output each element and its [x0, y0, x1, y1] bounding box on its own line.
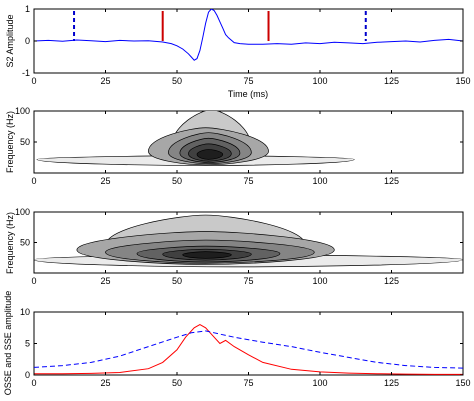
x-ticks-tf-lower: 0 25 50 75 100 125: [31, 212, 399, 286]
sse-line: [34, 330, 463, 369]
contours-tf-lower: [34, 214, 463, 268]
y-tick-label: 10: [20, 307, 30, 317]
x-tick-label: 125: [384, 176, 399, 186]
contour-level: [196, 149, 224, 160]
waveform-line: [34, 9, 463, 61]
x-tick-label: 75: [243, 176, 253, 186]
x-tick-label: 125: [384, 378, 399, 388]
x-tick-label: 150: [455, 378, 470, 388]
y-tick-label: 100: [15, 106, 30, 116]
x-tick-label: 125: [384, 76, 399, 86]
x-tick-label: 75: [243, 378, 253, 388]
x-tick-label: 0: [31, 276, 36, 286]
panel-waveform: 0 25 50 75 100 125 150 -101 Time (ms) S2 Ampli…: [5, 4, 471, 99]
x-tick-label: 75: [243, 276, 253, 286]
contour-level: [182, 251, 232, 259]
x-tick-label: 150: [455, 76, 470, 86]
y-tick-label: 1: [25, 4, 30, 14]
y-tick-label: 50: [20, 238, 30, 248]
y-ticks-tf-upper: 50 100: [15, 106, 463, 147]
y-ticks-osse-sse: 0 5 10: [20, 307, 463, 380]
waveform-series: [34, 9, 463, 61]
panel-osse-sse: 0 25 50 75 100 125 150 0 5 10 OSSE and SSE ampli…: [3, 291, 471, 396]
event-markers: [73, 11, 367, 41]
x-axis-label-waveform: Time (ms): [228, 89, 268, 99]
panel-tf-lower: 0 25 50 75 100 125 50 100 Frequency (Hz): [5, 207, 464, 286]
x-tick-label: 125: [384, 276, 399, 286]
osse-line: [34, 324, 463, 375]
plot-area-osse-sse: [33, 311, 464, 376]
x-tick-label: 0: [31, 176, 36, 186]
x-tick-label: 25: [100, 76, 110, 86]
y-ticks-waveform: -1 0 1: [22, 4, 463, 78]
x-tick-label: 50: [172, 176, 182, 186]
y-axis-label-waveform: S2 Amplitude: [5, 14, 15, 67]
y-axis-label-tf-lower: Frequency (Hz): [5, 212, 15, 274]
y-axis-label-osse-sse: OSSE and SSE amplitude: [3, 291, 13, 396]
x-tick-label: 100: [312, 176, 327, 186]
x-tick-label: 50: [172, 276, 182, 286]
x-tick-label: 0: [31, 76, 36, 86]
contours-tf-upper: [36, 111, 355, 166]
panel-tf-upper: 0 25 50 75 100 125 50 100 Frequency (Hz): [5, 106, 464, 186]
y-tick-label: 100: [15, 207, 30, 217]
y-axis-label-tf-upper: Frequency (Hz): [5, 111, 15, 173]
osse-sse-series: [34, 324, 463, 375]
x-tick-label: 25: [100, 378, 110, 388]
y-tick-label: 0: [25, 36, 30, 46]
y-tick-label: 0: [25, 370, 30, 380]
x-tick-label: 0: [31, 378, 36, 388]
x-ticks-osse-sse: 0 25 50 75 100 125 150: [31, 312, 471, 388]
x-tick-label: 75: [243, 76, 253, 86]
x-tick-label: 100: [312, 76, 327, 86]
y-tick-label: 50: [20, 137, 30, 147]
x-tick-label: 100: [312, 276, 327, 286]
y-tick-label: -1: [22, 68, 30, 78]
x-tick-label: 100: [312, 378, 327, 388]
x-tick-label: 25: [100, 176, 110, 186]
y-tick-label: 5: [25, 339, 30, 349]
plot-area-waveform: [33, 8, 464, 74]
x-tick-label: 25: [100, 276, 110, 286]
x-tick-label: 50: [172, 378, 182, 388]
y-ticks-tf-lower: 50 100: [15, 207, 463, 248]
x-tick-label: 50: [172, 76, 182, 86]
